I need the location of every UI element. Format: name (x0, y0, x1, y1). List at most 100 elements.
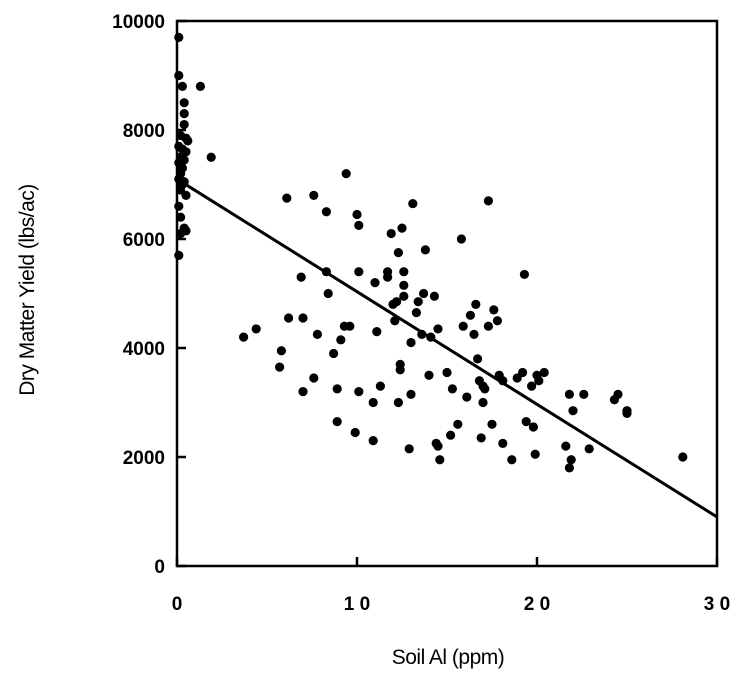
data-point (471, 299, 481, 309)
data-point (678, 452, 688, 462)
data-point (473, 354, 483, 364)
data-point (298, 387, 308, 397)
data-point (507, 455, 517, 465)
data-point (296, 272, 306, 282)
data-point (179, 109, 189, 119)
data-point (429, 291, 439, 301)
data-point (419, 288, 429, 299)
data-point (298, 313, 308, 323)
data-point (489, 305, 499, 315)
data-point (424, 370, 434, 380)
data-point (465, 310, 475, 320)
data-point (284, 313, 294, 323)
data-point (483, 321, 493, 331)
data-point (478, 397, 488, 408)
data-point (321, 267, 331, 277)
x-tick-label: 2 0 (524, 594, 550, 615)
y-tick-label: 10000 (112, 12, 165, 33)
data-point (332, 384, 342, 394)
data-point (411, 307, 421, 318)
data-point (309, 190, 319, 200)
data-point (442, 367, 452, 378)
data-point (177, 81, 187, 91)
data-point (456, 234, 466, 244)
plot-border (175, 19, 719, 568)
y-tick-label: 0 (154, 557, 165, 578)
data-point (393, 397, 403, 408)
y-tick-label: 8000 (123, 121, 165, 142)
data-point (336, 335, 346, 345)
data-point (613, 389, 623, 399)
data-point (354, 220, 364, 230)
data-point (487, 419, 497, 429)
data-point (453, 419, 463, 429)
data-point (406, 389, 416, 399)
data-point (447, 384, 457, 394)
data-point (408, 198, 418, 209)
data-point (568, 406, 578, 416)
data-point (332, 416, 342, 427)
data-point (275, 362, 285, 372)
trendline (176, 177, 718, 519)
data-point (530, 449, 540, 459)
data-point (564, 463, 575, 473)
data-point (390, 316, 400, 326)
data-point (309, 373, 319, 383)
trendline-layer (176, 177, 718, 519)
data-point (622, 408, 632, 418)
data-point (370, 278, 380, 288)
data-point (195, 81, 205, 91)
data-point (183, 136, 193, 146)
data-points (174, 32, 688, 473)
plot-frame (175, 19, 719, 568)
data-point (383, 272, 393, 282)
y-tick-label: 6000 (123, 230, 165, 251)
data-point (518, 367, 528, 378)
data-point (399, 280, 409, 290)
data-point (406, 337, 416, 348)
data-point (462, 392, 472, 402)
data-point (584, 444, 594, 454)
data-point (539, 367, 549, 378)
data-point (176, 228, 186, 239)
data-point (251, 324, 261, 334)
data-point (476, 433, 486, 443)
data-point (534, 376, 544, 386)
data-point (521, 416, 531, 427)
data-point (354, 267, 364, 277)
data-point (433, 441, 443, 451)
data-point (174, 250, 184, 260)
data-point (480, 384, 490, 394)
x-axis-title: Soil Al (ppm) (392, 646, 505, 669)
data-point (350, 427, 360, 438)
data-point (174, 70, 184, 81)
data-point (206, 152, 216, 162)
data-point (368, 397, 378, 408)
data-point (345, 321, 355, 331)
data-point (312, 329, 322, 339)
data-point (239, 332, 249, 342)
data-point (341, 169, 351, 179)
data-point (323, 288, 333, 299)
data-point (435, 455, 445, 465)
data-point (393, 248, 403, 258)
tick-labels: 0 2000 4000 6000 8000 10000 0 1 0 2 0 3 0 (112, 12, 730, 615)
data-point (174, 201, 184, 211)
x-tick-label: 1 0 (344, 594, 370, 615)
data-point (483, 196, 493, 206)
data-point (566, 455, 576, 465)
data-point (282, 193, 292, 203)
data-point (386, 228, 396, 239)
data-point (528, 422, 539, 432)
data-point (174, 32, 184, 42)
data-point (446, 430, 456, 440)
data-point (352, 209, 362, 220)
data-point (329, 348, 339, 359)
data-point (179, 119, 189, 130)
data-point (420, 245, 430, 255)
x-tick-label: 0 (172, 594, 183, 615)
data-point (564, 389, 575, 399)
data-point (397, 223, 407, 233)
data-point (433, 324, 443, 334)
